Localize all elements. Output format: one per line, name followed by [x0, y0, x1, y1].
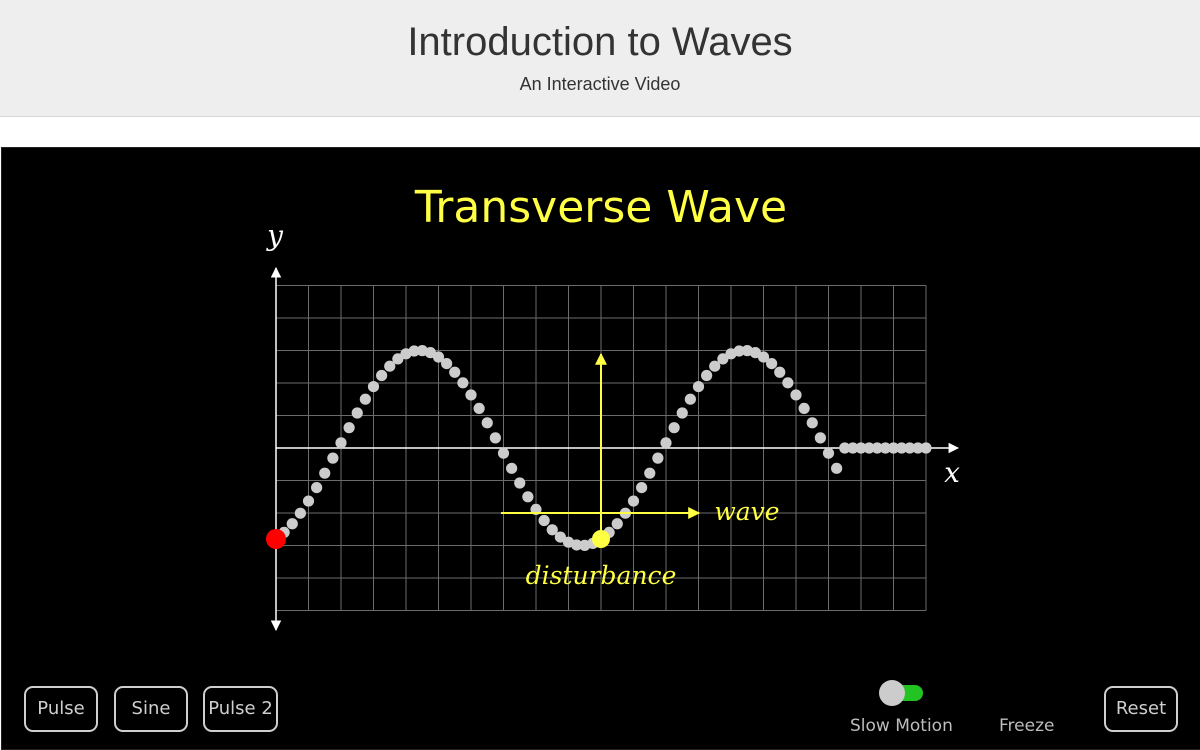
- wave-particle: [684, 393, 696, 405]
- wave-particle: [481, 417, 493, 429]
- wave-particle: [855, 442, 867, 454]
- wave-particle: [335, 437, 347, 449]
- wave-particle: [847, 442, 859, 454]
- toggle-knob: [879, 680, 905, 706]
- y-axis-label: y: [265, 219, 284, 252]
- pulse2-button[interactable]: Pulse 2: [203, 686, 278, 732]
- wave-particle: [790, 389, 802, 401]
- wave-particle: [717, 353, 729, 365]
- wave-particle: [644, 467, 656, 479]
- wave-particle: [920, 442, 932, 454]
- wave-particle: [701, 369, 713, 382]
- wave-particle: [831, 462, 843, 474]
- wave-particle: [814, 432, 826, 444]
- wave-particle: [863, 442, 875, 454]
- wave-particle: [506, 462, 518, 474]
- wave-particle: [319, 467, 331, 479]
- reset-button[interactable]: Reset: [1104, 686, 1178, 732]
- wave-particle: [822, 447, 835, 459]
- wave-particle: [522, 491, 534, 503]
- wave-particle: [311, 481, 323, 494]
- wave-label: wave: [714, 497, 779, 526]
- slow-motion-label: Slow Motion: [850, 716, 953, 736]
- wave-particle: [766, 357, 778, 370]
- wave-particle: [302, 495, 315, 507]
- wave-particle: [554, 531, 566, 543]
- slow-motion-toggle[interactable]: [879, 680, 925, 706]
- wave-particle: [627, 495, 640, 507]
- wave-particle: [798, 402, 810, 415]
- wave-particle: [538, 514, 550, 527]
- wave-particle: [676, 407, 688, 419]
- wave-particle: [294, 507, 306, 519]
- wave-particle: [408, 345, 420, 357]
- wave-particle: [636, 481, 648, 494]
- tracked-particle: [592, 530, 610, 548]
- wave-particle: [367, 380, 380, 393]
- disturbance-label: disturbance: [526, 561, 677, 590]
- wave-particle: [359, 393, 371, 405]
- x-axis-label: x: [944, 456, 960, 489]
- wave-particle: [571, 539, 583, 551]
- wave-particle: [351, 407, 363, 419]
- wave-particle: [441, 357, 453, 370]
- wave-particle: [896, 442, 908, 454]
- wave-particle: [376, 369, 388, 382]
- wave-particle: [465, 389, 477, 401]
- wave-particle: [546, 524, 558, 536]
- wave-particle: [652, 452, 664, 464]
- wave-particle: [392, 353, 404, 365]
- wave-particle: [343, 422, 355, 434]
- wave-particles: [278, 345, 932, 551]
- wave-particle: [839, 442, 851, 454]
- page-subtitle: An Interactive Video: [519, 74, 681, 94]
- wave-particle: [660, 437, 672, 449]
- wave-particle: [449, 366, 461, 378]
- wave-particle: [489, 432, 501, 444]
- wave-particle: [709, 360, 721, 372]
- wave-particle: [871, 442, 883, 454]
- wave-particle: [611, 518, 623, 530]
- wave-particle: [912, 442, 924, 454]
- wave-particle: [457, 377, 469, 389]
- wave-particle: [757, 351, 770, 363]
- pulse-button[interactable]: Pulse: [24, 686, 98, 732]
- stage-title: Transverse Wave: [414, 182, 787, 233]
- wave-particle: [327, 452, 339, 464]
- wave-particle: [806, 417, 818, 429]
- sine-button[interactable]: Sine: [114, 686, 188, 732]
- source-particle[interactable]: [266, 529, 286, 549]
- page-title: Introduction to Waves: [407, 20, 793, 64]
- wave-particle: [692, 380, 705, 393]
- wave-particle: [497, 447, 510, 459]
- wave-particle: [286, 518, 298, 530]
- wave-particle: [887, 442, 900, 454]
- wave-particle: [473, 402, 485, 415]
- wave-particle: [432, 351, 445, 363]
- page-header: Introduction to Waves An Interactive Vid…: [0, 0, 1200, 117]
- wave-particle: [384, 360, 396, 372]
- wave-particle: [774, 366, 786, 378]
- wave-particle: [904, 442, 916, 454]
- wave-simulation-canvas: Transverse Wave y x wave disturbance: [265, 182, 960, 632]
- wave-particle: [733, 345, 745, 357]
- wave-particle: [668, 422, 680, 434]
- wave-simulation-stage: Transverse Wave y x wave disturbance Pul…: [1, 147, 1200, 750]
- wave-particle: [514, 477, 526, 489]
- freeze-label[interactable]: Freeze: [999, 716, 1055, 736]
- wave-particle: [782, 377, 794, 389]
- wave-particle: [879, 442, 891, 454]
